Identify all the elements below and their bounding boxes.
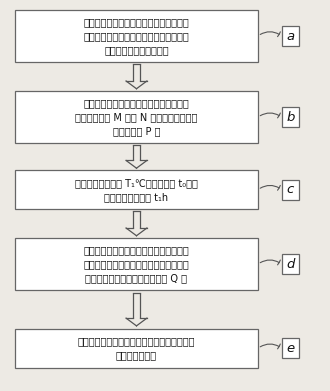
Text: 将不带电的电芯在 T₁℃环境中搁置 t₀天，
然后在室温下静置 t₁h: 将不带电的电芯在 T₁℃环境中搁置 t₀天， 然后在室温下静置 t₁h	[75, 178, 198, 202]
Text: a: a	[286, 30, 294, 43]
FancyBboxPatch shape	[282, 26, 299, 46]
Text: 测电压内阻，去除电压降和内阻超过一定
范围的电芯，将容量、充电恒流比为同一
档的电芯按一定的电压范围分为 Q 档: 测电压内阻，去除电压降和内阻超过一定 范围的电芯，将容量、充电恒流比为同一 档的…	[83, 245, 189, 283]
FancyBboxPatch shape	[282, 338, 299, 359]
FancyBboxPatch shape	[15, 91, 258, 143]
Text: c: c	[287, 183, 294, 196]
FancyBboxPatch shape	[282, 254, 299, 274]
Text: 取大于下限容量的电芯为合格电芯，并按
一定容量范围 M 分为 N 档，按一定的充电
恒流比分为 P 档: 取大于下限容量的电芯为合格电芯，并按 一定容量范围 M 分为 N 档，按一定的充…	[75, 98, 198, 136]
FancyBboxPatch shape	[282, 179, 299, 200]
FancyBboxPatch shape	[15, 170, 258, 209]
Text: b: b	[286, 111, 295, 124]
Text: d: d	[286, 258, 295, 271]
Text: 挑选同一批次、同一型号、同一材料体系
的电芯进行充放电测试，去除平台时间和
充电恒流比不合格的电芯: 挑选同一批次、同一型号、同一材料体系 的电芯进行充放电测试，去除平台时间和 充电…	[83, 17, 189, 55]
FancyBboxPatch shape	[15, 329, 258, 368]
FancyBboxPatch shape	[282, 107, 299, 127]
Text: 将容量、电压、充电恒流比分别为同一档的合
格电芯进行配组: 将容量、电压、充电恒流比分别为同一档的合 格电芯进行配组	[78, 336, 195, 360]
Text: e: e	[286, 342, 294, 355]
FancyBboxPatch shape	[15, 238, 258, 290]
FancyBboxPatch shape	[15, 10, 258, 62]
